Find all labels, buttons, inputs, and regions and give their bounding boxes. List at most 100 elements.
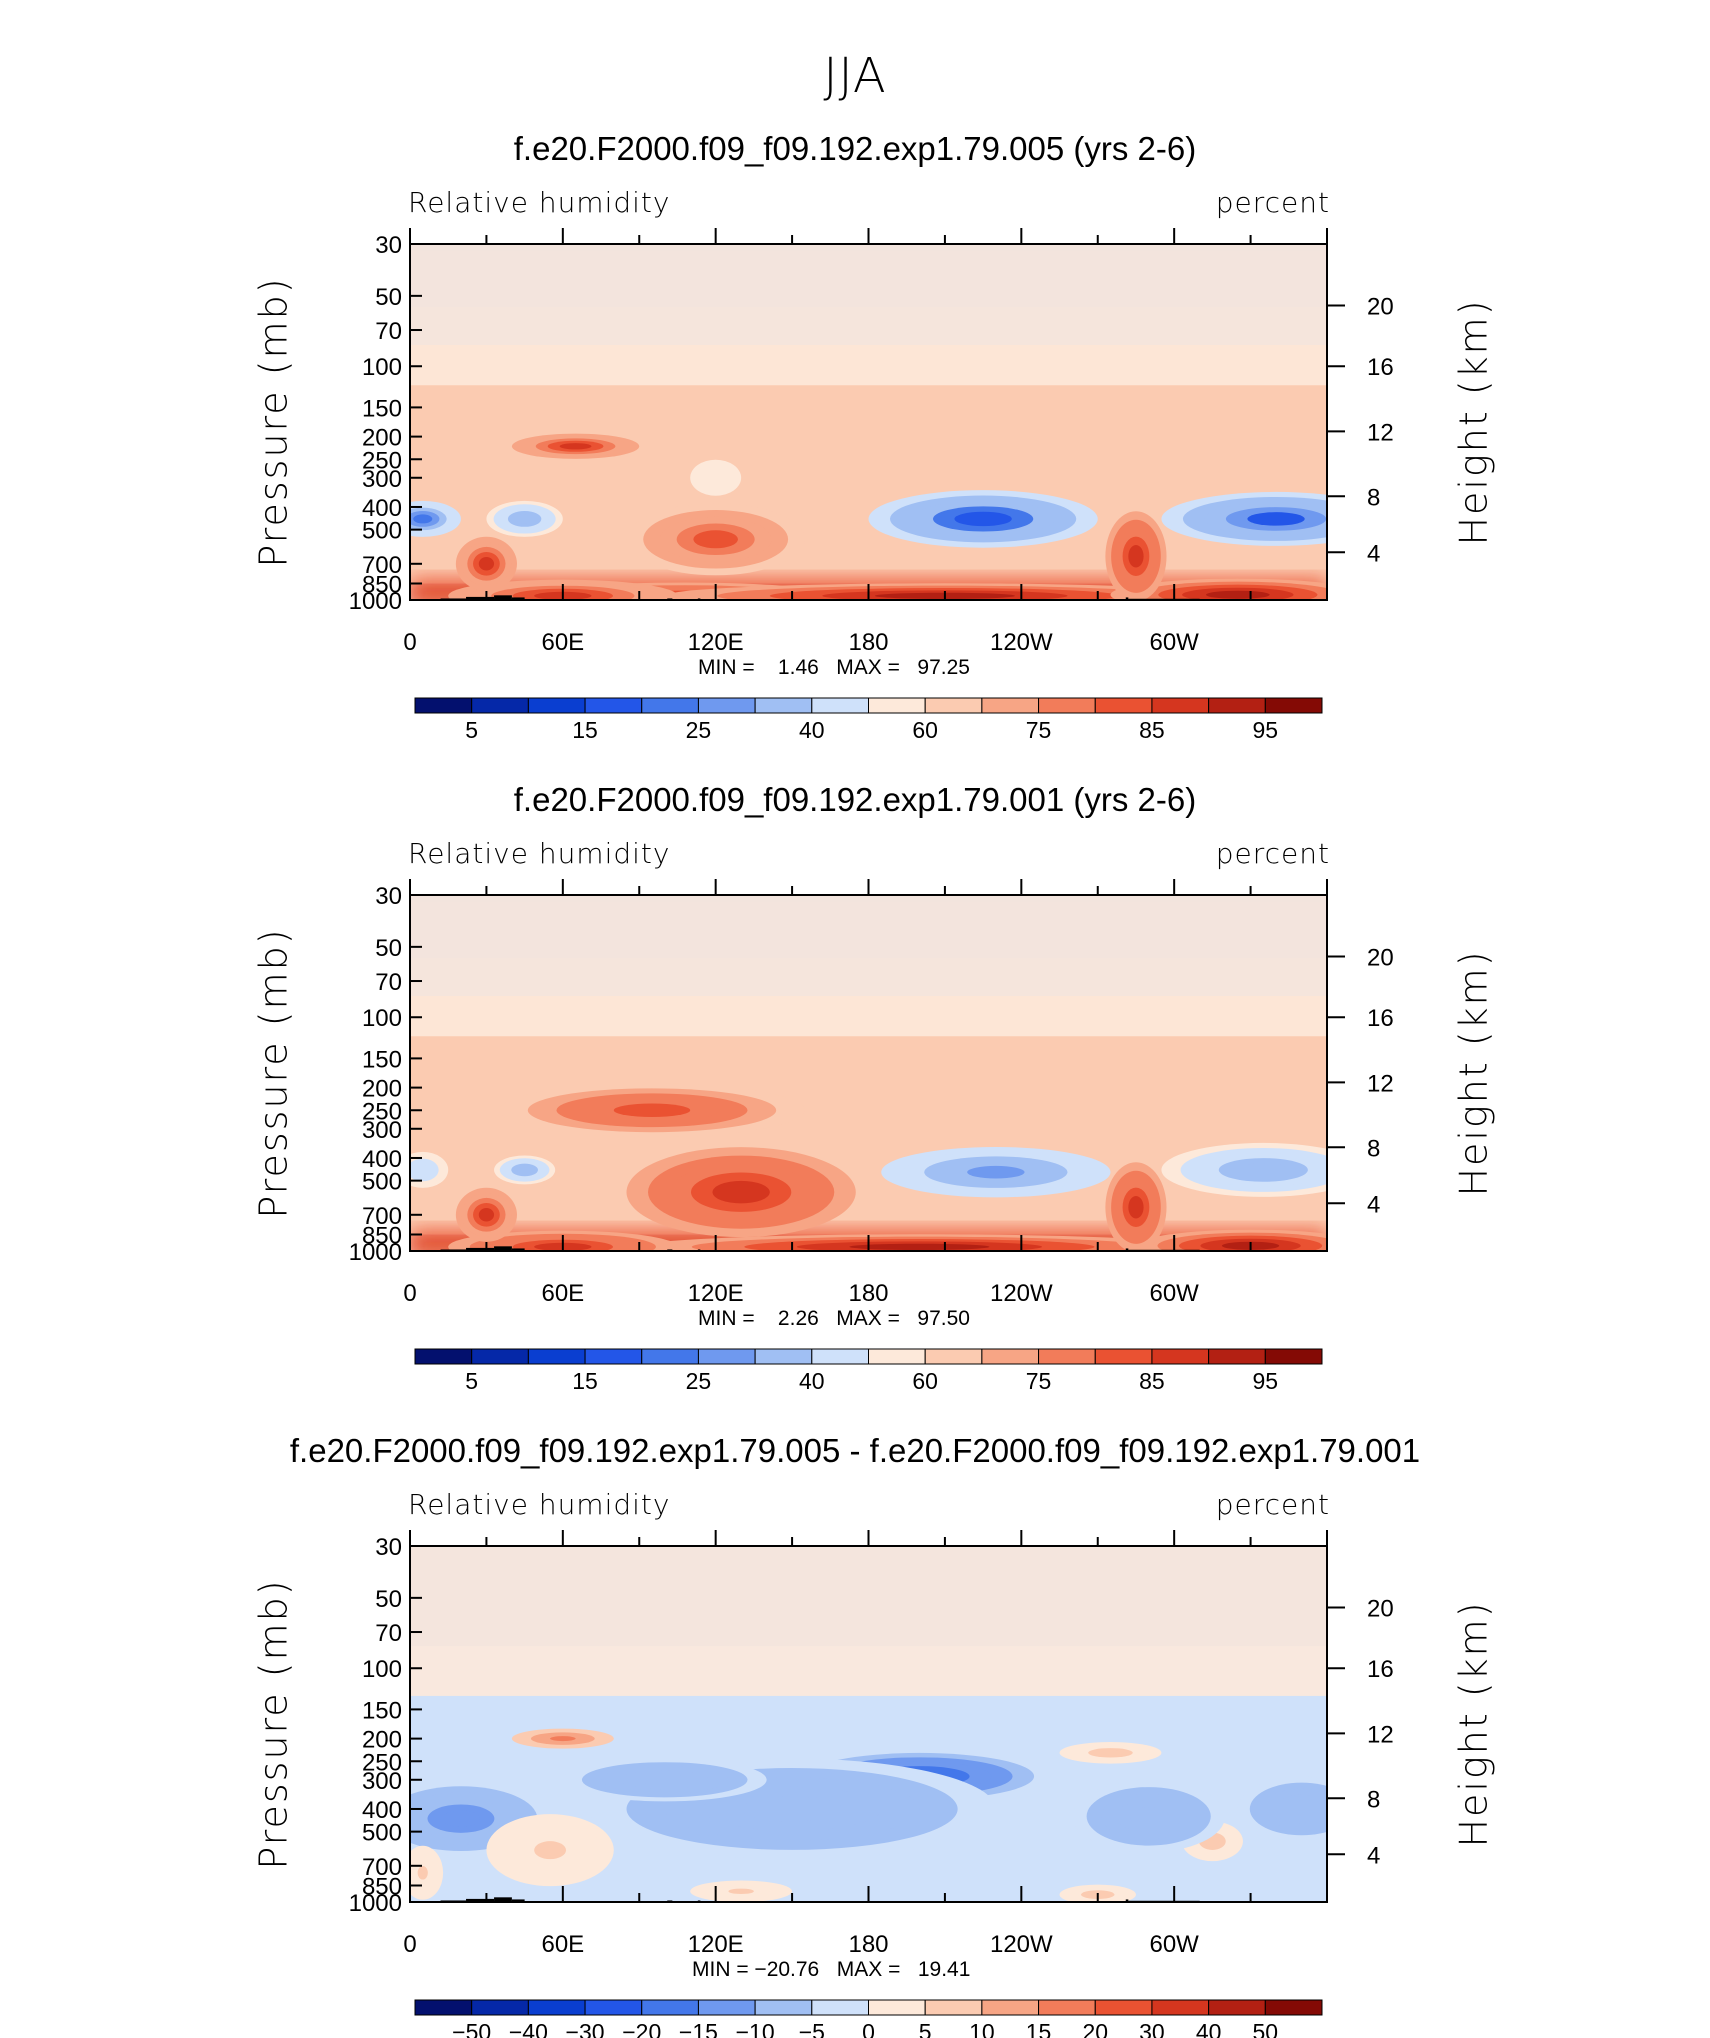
pressure-tick-label: 200 bbox=[362, 1727, 402, 1754]
topography-2 bbox=[494, 1246, 512, 1251]
height-tick-label: 4 bbox=[1367, 1842, 1380, 1869]
colorbar-label: 5 bbox=[465, 1368, 478, 1394]
field-contour-5-4 bbox=[478, 557, 495, 571]
plot-field bbox=[410, 244, 1327, 600]
pressure-tick-label: 700 bbox=[362, 1203, 402, 1230]
height-tick-label: 16 bbox=[1367, 1656, 1394, 1683]
field-contour-11-4 bbox=[559, 443, 592, 450]
topography-3 bbox=[511, 597, 525, 600]
height-tick-label: 4 bbox=[1367, 1191, 1380, 1218]
field-stratosphere-band bbox=[410, 895, 1327, 1037]
colorbar-swatch bbox=[1038, 1999, 1096, 2016]
lon-tick-label: 180 bbox=[848, 1280, 888, 1307]
height-tick-label: 4 bbox=[1367, 540, 1380, 567]
colorbar-swatch bbox=[811, 1999, 869, 2016]
height-tick-label: 12 bbox=[1367, 1721, 1394, 1748]
pressure-tick-label: 500 bbox=[362, 1820, 402, 1847]
colorbar-label: 25 bbox=[686, 717, 712, 743]
colorbar-label: 30 bbox=[1139, 2019, 1165, 2038]
colorbar-label: −20 bbox=[622, 2019, 661, 2038]
field-contour-9-4 bbox=[534, 1841, 567, 1860]
field-contour-3-4 bbox=[1128, 1196, 1144, 1219]
field-contour-7-4 bbox=[954, 511, 1012, 527]
field-contour-4-4 bbox=[441, 1810, 481, 1827]
pressure-tick-label: 1000 bbox=[349, 588, 402, 615]
lon-tick-label: 120W bbox=[990, 1931, 1053, 1958]
colorbar-label: 15 bbox=[572, 717, 598, 743]
pressure-tick-label: 100 bbox=[362, 354, 402, 381]
field-contour-6-4 bbox=[693, 530, 738, 549]
topography-6 bbox=[1125, 1248, 1129, 1251]
field-contour-12-4 bbox=[417, 1866, 428, 1880]
pressure-tick-label: 30 bbox=[375, 1534, 402, 1561]
lon-tick-label: 60E bbox=[541, 1280, 584, 1307]
topography-6 bbox=[1125, 1899, 1129, 1902]
pressure-tick-label: 400 bbox=[362, 1146, 402, 1173]
panel-1-left-label: Relative humidity bbox=[408, 186, 671, 219]
panel-1-minmax: MIN = 1.46 MAX = 97.25 bbox=[698, 656, 970, 679]
pressure-tick-label: 150 bbox=[362, 395, 402, 422]
panel-2-left-label: Relative humidity bbox=[408, 837, 671, 870]
colorbar-label: −10 bbox=[736, 2019, 775, 2038]
colorbar-label: 40 bbox=[799, 1368, 825, 1394]
colorbar-label: 60 bbox=[912, 717, 938, 743]
lon-tick-label: 120W bbox=[990, 629, 1053, 656]
height-tick-label: 12 bbox=[1367, 419, 1394, 446]
colorbar-label: 50 bbox=[1253, 2019, 1279, 2038]
colorbar-swatch bbox=[697, 1999, 756, 2016]
figure-title: JJA bbox=[823, 48, 887, 104]
colorbar-label: 0 bbox=[862, 2019, 875, 2038]
lon-tick-label: 120W bbox=[990, 1280, 1053, 1307]
field-contour-5-4 bbox=[712, 1180, 770, 1204]
height-tick-label: 8 bbox=[1367, 1786, 1380, 1813]
pressure-tick-label: 1000 bbox=[349, 1239, 402, 1266]
field-contour-8-4 bbox=[1247, 512, 1305, 526]
colorbar-label: 40 bbox=[799, 717, 825, 743]
lon-tick-label: 120E bbox=[688, 629, 744, 656]
topography-1 bbox=[466, 1247, 495, 1251]
panel-2-right-label: percent bbox=[1215, 837, 1330, 870]
colorbar-swatch bbox=[641, 1999, 699, 2016]
colorbar-swatch bbox=[1264, 1348, 1323, 1365]
field-stratosphere-band bbox=[410, 1546, 1327, 1696]
pressure-tick-label: 400 bbox=[362, 1797, 402, 1824]
panel-1-title: f.e20.F2000.f09_f09.192.exp1.79.005 (yrs… bbox=[513, 130, 1197, 167]
panel-3-title: f.e20.F2000.f09_f09.192.exp1.79.005 - f.… bbox=[289, 1432, 1421, 1469]
colorbar-swatch bbox=[1094, 1999, 1153, 2016]
pressure-tick-label: 50 bbox=[375, 284, 402, 311]
pressure-tick-label: 50 bbox=[375, 935, 402, 962]
colorbar-swatch bbox=[584, 1999, 643, 2016]
pressure-tick-label: 30 bbox=[375, 883, 402, 910]
lon-tick-label: 120E bbox=[688, 1931, 744, 1958]
colorbar-label: 15 bbox=[572, 1368, 598, 1394]
lon-tick-label: 60W bbox=[1149, 629, 1199, 656]
height-tick-label: 20 bbox=[1367, 945, 1394, 972]
pressure-tick-label: 850 bbox=[362, 572, 402, 599]
colorbar-label: 85 bbox=[1139, 1368, 1165, 1394]
colorbar-swatch bbox=[527, 1999, 586, 2016]
colorbar-swatch bbox=[471, 1999, 529, 2016]
pressure-tick-label: 500 bbox=[362, 518, 402, 545]
pressure-tick-label: 250 bbox=[362, 1098, 402, 1125]
panel-2-minmax: MIN = 2.26 MAX = 97.50 bbox=[698, 1307, 970, 1330]
lon-tick-label: 0 bbox=[403, 1931, 416, 1958]
field-contour-8-4 bbox=[1285, 1800, 1318, 1818]
field-contour-6-4 bbox=[639, 1774, 691, 1786]
field-contour-4-4 bbox=[478, 1208, 495, 1222]
topography-6 bbox=[1125, 597, 1129, 600]
plot-field bbox=[410, 1546, 1327, 1902]
pressure-tick-label: 850 bbox=[362, 1223, 402, 1250]
height-tick-label: 16 bbox=[1367, 1005, 1394, 1032]
lon-tick-label: 180 bbox=[848, 1931, 888, 1958]
pressure-tick-label: 700 bbox=[362, 1854, 402, 1881]
pressure-tick-label: 100 bbox=[362, 1656, 402, 1683]
height-tick-label: 8 bbox=[1367, 1135, 1380, 1162]
colorbar-label: 85 bbox=[1139, 717, 1165, 743]
colorbar-label: 5 bbox=[919, 2019, 932, 2038]
field-contour-2-4 bbox=[1206, 590, 1270, 599]
topography-1 bbox=[466, 1898, 495, 1902]
field-contour-0-4 bbox=[849, 1243, 990, 1251]
lon-tick-label: 0 bbox=[403, 629, 416, 656]
colorbar-label: 75 bbox=[1026, 1368, 1052, 1394]
